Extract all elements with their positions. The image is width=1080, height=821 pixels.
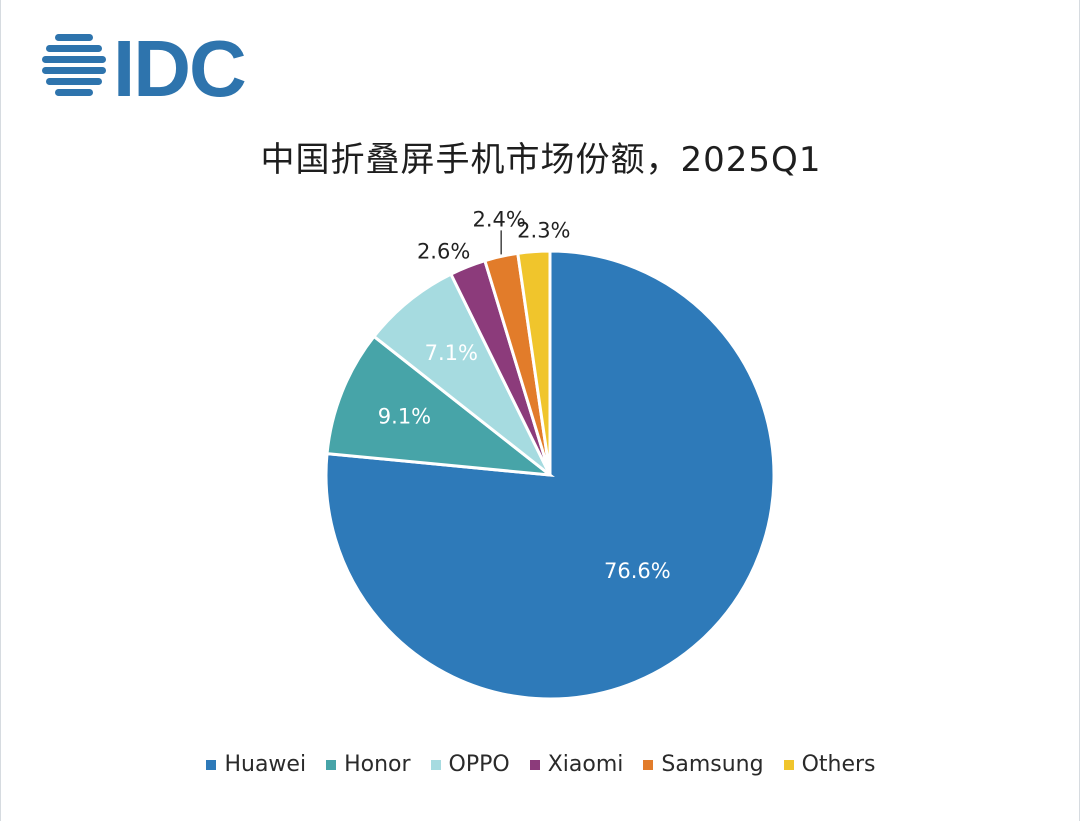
chart-title: 中国折叠屏手机市场份额，2025Q1 — [260, 140, 822, 180]
idc-logo: IDC — [42, 30, 247, 105]
legend-item-oppo: OPPO — [430, 752, 510, 777]
legend-label: Huawei — [224, 752, 307, 777]
chart-legend: Huawei Honor OPPO Xiaomi Samsung Others — [1, 752, 1080, 777]
legend-swatch — [326, 759, 337, 770]
pie-slice-oppo — [371, 272, 552, 477]
pie-slice-others — [516, 249, 552, 476]
legend-item-others: Others — [783, 752, 876, 777]
slice-label-huawei: 76.6% — [604, 559, 671, 583]
legend-swatch — [783, 759, 794, 770]
slice-label-samsung: 2.4% — [473, 207, 526, 231]
slice-label-oppo: 7.1% — [425, 341, 478, 365]
pie-slice-huawei — [324, 249, 776, 701]
slice-label-honor: 9.1% — [378, 405, 431, 429]
slice-label-xiaomi: 2.6% — [417, 240, 470, 264]
pie-slice-honor — [325, 334, 555, 477]
legend-label: Honor — [344, 752, 411, 777]
legend-swatch — [643, 759, 654, 770]
legend-item-huawei: Huawei — [206, 752, 306, 777]
legend-label: Samsung — [661, 752, 764, 777]
legend-swatch — [529, 759, 540, 770]
legend-swatch — [430, 759, 441, 770]
legend-item-samsung: Samsung — [643, 752, 764, 777]
legend-label: OPPO — [448, 752, 510, 777]
legend-swatch — [206, 759, 217, 770]
idc-logo-text: IDC — [113, 30, 245, 105]
legend-label: Others — [801, 752, 876, 777]
idc-globe-icon — [42, 34, 106, 96]
legend-item-honor: Honor — [326, 752, 411, 777]
slice-label-others: 2.3% — [517, 219, 570, 243]
legend-item-xiaomi: Xiaomi — [529, 752, 624, 777]
legend-label: Xiaomi — [547, 752, 624, 777]
